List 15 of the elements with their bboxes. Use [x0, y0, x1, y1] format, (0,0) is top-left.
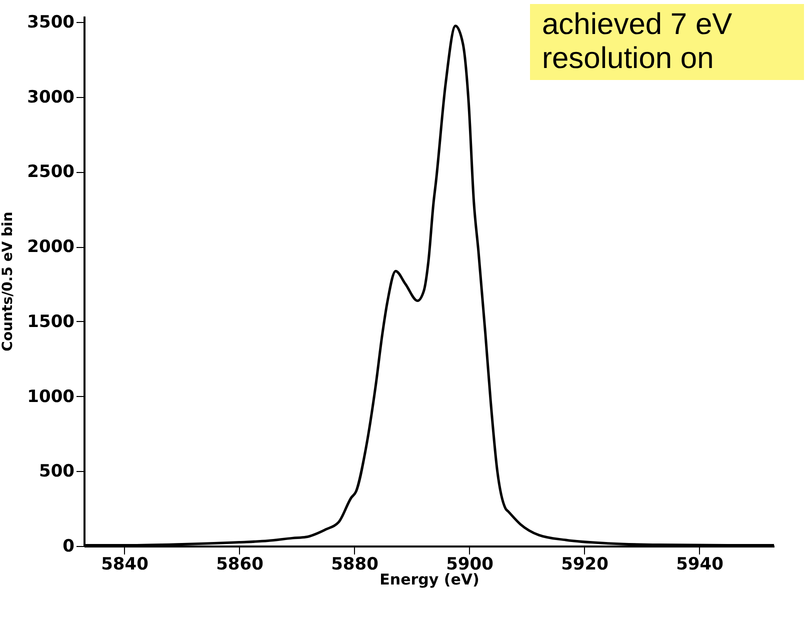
y-tick-label: 0 — [62, 536, 75, 556]
x-tick-label: 5940 — [676, 554, 724, 574]
x-tick-label: 5860 — [216, 554, 264, 574]
x-tick-label: 5880 — [331, 554, 379, 574]
x-tick-label: 5840 — [101, 554, 149, 574]
x-tick-label: 5920 — [561, 554, 609, 574]
y-tick-label: 3500 — [27, 12, 75, 32]
annotation: achieved 7 eV resolution on — [530, 4, 804, 80]
y-tick-label: 2500 — [27, 162, 75, 182]
y-axis-title: Counts/0.5 eV bin — [0, 212, 16, 352]
y-tick-label: 500 — [39, 462, 75, 482]
y-tick-label: 2000 — [27, 237, 75, 258]
y-tick-label: 3000 — [27, 87, 75, 108]
y-tick-label: 1500 — [27, 312, 75, 332]
y-tick-label: 1000 — [27, 386, 75, 407]
